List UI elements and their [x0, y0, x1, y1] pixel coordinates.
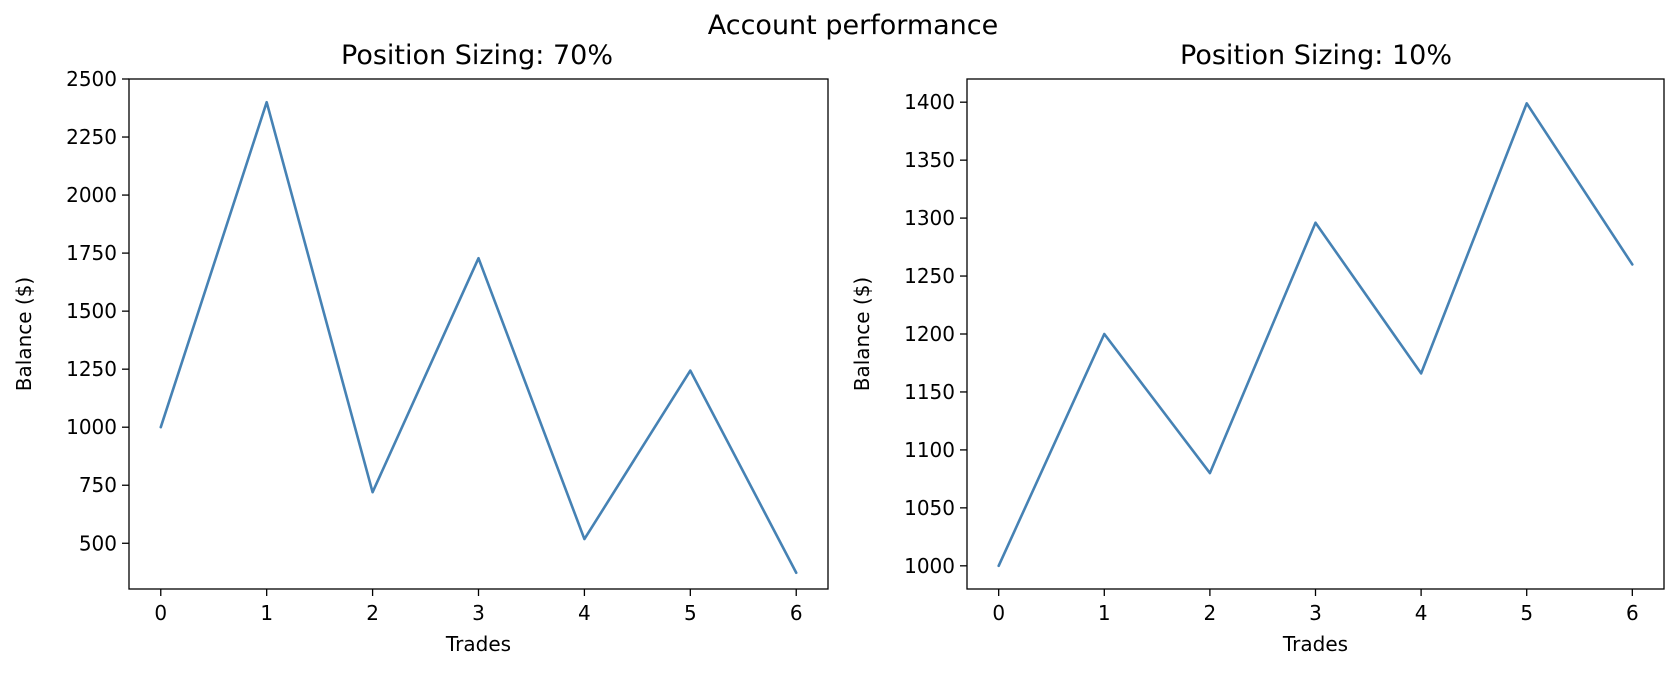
left-panel-y-tick-label: 500: [79, 531, 117, 555]
left-panel-y-tick-label: 1250: [66, 357, 117, 381]
left-panel-series-line: [159, 100, 798, 575]
left-panel-axes-frame: [128, 78, 829, 590]
right-panel-y-tick-label: 1300: [904, 206, 955, 230]
right-panel-y-tick-label: 1400: [904, 90, 955, 114]
left-panel-y-tick-label: 1000: [66, 415, 117, 439]
left-panel-title: Position Sizing: 70%: [341, 40, 613, 71]
left-panel-x-axis-label: Trades: [445, 632, 511, 656]
right-panel-plot: 0 1 2 3 4 5 6 1000 1050 1100 1150 1200 1250 1300 1350 1…: [850, 78, 1665, 656]
right-panel: Position Sizing: 10% 0 1 2 3 4 5 6 1000 1050 1100…: [850, 40, 1665, 656]
right-panel-x-tick-label: 6: [1626, 601, 1639, 625]
right-panel-y-tick-label: 1050: [904, 496, 955, 520]
left-panel-x-tick-label: 0: [154, 601, 167, 625]
left-panel-plot: 0 1 2 3 4 5 6 500 750 1000 1250 1500 1750 2000 2250 250…: [12, 67, 829, 656]
left-panel-y-tick-label: 2500: [66, 67, 117, 91]
right-panel-y-tick-label: 1100: [904, 438, 955, 462]
figure-title: Account performance: [708, 10, 999, 41]
right-panel-title: Position Sizing: 10%: [1180, 40, 1452, 71]
left-panel-y-tick-label: 1500: [66, 299, 117, 323]
left-panel-y-axis-label: Balance ($): [12, 277, 36, 391]
right-panel-x-axis-label: Trades: [1282, 632, 1348, 656]
left-panel-y-tick-label: 750: [79, 473, 117, 497]
right-panel-y-tick-label: 1200: [904, 322, 955, 346]
left-panel-y-tick-label: 1750: [66, 241, 117, 265]
left-panel-x-tick-label: 5: [684, 601, 697, 625]
right-panel-x-tick-label: 1: [1098, 601, 1111, 625]
left-panel-y-tick-label: 2000: [66, 183, 117, 207]
left-panel-x-tick-label: 6: [790, 601, 803, 625]
left-panel-x-tick-label: 4: [578, 601, 591, 625]
right-panel-y-tick-label: 1250: [904, 264, 955, 288]
left-panel-x-tick-label: 1: [260, 601, 273, 625]
left-panel-x-tick-label: 2: [366, 601, 379, 625]
left-panel: Position Sizing: 70% 0 1 2 3 4 5 6 500 750 1000 12…: [12, 40, 829, 656]
right-panel-y-axis-label: Balance ($): [850, 277, 874, 391]
right-panel-y-tick-label: 1000: [904, 554, 955, 578]
right-panel-x-tick-label: 2: [1204, 601, 1217, 625]
right-panel-x-tick-label: 0: [992, 601, 1005, 625]
left-panel-y-tick-label: 2250: [66, 125, 117, 149]
right-panel-y-tick-label: 1150: [904, 380, 955, 404]
right-panel-x-tick-label: 3: [1309, 601, 1322, 625]
right-panel-x-tick-label: 5: [1520, 601, 1533, 625]
left-panel-x-tick-label: 3: [472, 601, 485, 625]
right-panel-y-tick-label: 1350: [904, 148, 955, 172]
right-panel-x-tick-label: 4: [1415, 601, 1428, 625]
right-panel-series-line: [997, 102, 1634, 568]
